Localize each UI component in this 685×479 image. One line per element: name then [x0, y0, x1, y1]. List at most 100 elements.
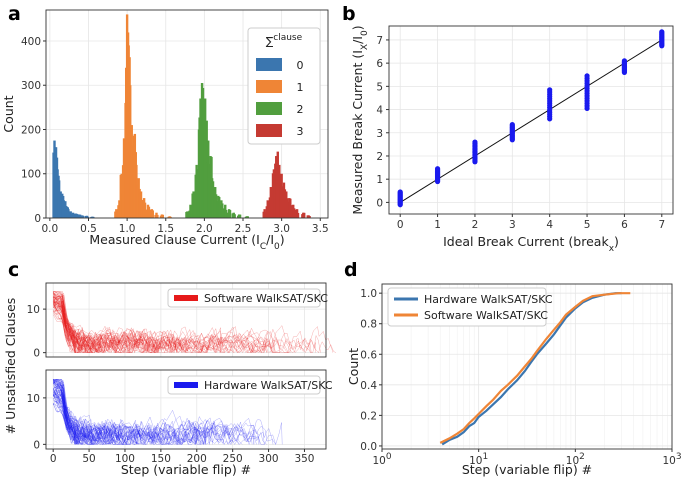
trace-line	[52, 298, 77, 353]
y-tick-label: 0	[33, 348, 40, 360]
trace-line	[53, 291, 80, 353]
trace-line	[53, 296, 101, 353]
label-subscript: C	[260, 242, 266, 252]
x-tick-label: 150	[151, 453, 171, 465]
histogram-bar	[270, 196, 273, 218]
scatter-point	[509, 122, 515, 128]
trace-line	[53, 304, 186, 354]
x-axis-label: Ideal Break Current (breakx)	[443, 234, 619, 254]
y-tick-label: 7	[376, 35, 383, 47]
x-tick-label: 0	[50, 453, 57, 465]
histogram-bar	[296, 212, 300, 218]
trace-line	[53, 302, 312, 353]
y-axis-label: # Unsatisfied Clauses	[3, 298, 18, 435]
histogram-bar	[286, 198, 289, 218]
trace-line	[52, 299, 97, 354]
x-axis-label: Measured Clause Current (IC/I0)	[89, 232, 284, 252]
histogram-bar	[303, 212, 306, 218]
scatter-point	[547, 87, 553, 93]
x-axis-label: Step (variable flip) #	[121, 462, 251, 477]
histogram-bar	[214, 194, 218, 218]
x-tick-label: 5	[584, 219, 591, 231]
trace-line	[53, 389, 76, 445]
trace-line	[53, 303, 276, 354]
label-part: )	[350, 25, 365, 30]
y-tick-label: 300	[21, 80, 41, 92]
legend-label: Software WalkSAT/SKC	[424, 309, 548, 322]
trace-line	[52, 379, 124, 446]
trace-line	[52, 314, 82, 353]
x-tick-label: 1.5	[157, 223, 174, 235]
trace-line	[53, 300, 274, 354]
trace-line	[53, 397, 213, 445]
label-subscript: 2	[579, 452, 585, 462]
x-tick-label: 50	[82, 453, 95, 465]
histogram-bar	[228, 210, 232, 218]
trace-line	[53, 305, 261, 354]
trace-line	[53, 381, 107, 445]
trace-line	[53, 378, 89, 445]
histogram-bar	[264, 212, 267, 218]
y-tick-label: 0.2	[360, 410, 377, 422]
trace-line	[53, 395, 140, 445]
x-tick-label: 102	[566, 452, 585, 467]
trace-line	[52, 302, 79, 353]
trace-line	[52, 295, 80, 353]
trace-line	[53, 291, 321, 354]
label-part: /I	[350, 36, 365, 44]
trace-line	[53, 392, 82, 445]
trace-line	[53, 379, 207, 446]
trace-line	[53, 295, 188, 353]
scatter-point	[621, 58, 628, 64]
trace-line	[52, 309, 106, 353]
x-tick-label: 1	[434, 219, 441, 231]
trace-line	[53, 380, 104, 445]
x-axis-label: Step (variable flip) #	[462, 462, 592, 477]
trace-line	[53, 296, 311, 354]
y-tick-label: 0	[33, 439, 40, 451]
x-tick-label: 0	[397, 219, 404, 231]
trace-line	[53, 384, 95, 445]
trace-line	[53, 403, 114, 445]
trace-line	[52, 394, 76, 445]
trace-line	[53, 403, 283, 445]
trace-line	[53, 400, 276, 445]
scatter-point	[472, 139, 478, 145]
trace-line	[53, 300, 76, 353]
legend-swatch	[174, 382, 198, 388]
histogram-bar	[292, 208, 296, 218]
x-tick-label: 7	[658, 219, 665, 231]
x-tick-label: 2.5	[235, 223, 252, 235]
trace-line	[52, 394, 139, 445]
trace-line	[52, 392, 92, 445]
trace-line	[53, 388, 106, 445]
scatter-point	[659, 29, 665, 35]
legend-box	[167, 288, 321, 308]
histogram-bar	[116, 212, 119, 218]
trace-line	[52, 384, 88, 446]
trace-line	[53, 382, 76, 445]
y-tick-label: 4	[376, 105, 383, 117]
trace-line	[52, 388, 93, 445]
trace-line	[53, 310, 75, 353]
histogram-bar	[289, 198, 292, 218]
label-subscript: x	[609, 244, 615, 254]
trace-line	[52, 291, 81, 353]
x-tick-label: 3	[509, 219, 516, 231]
trace-line	[52, 381, 78, 445]
trace-line	[53, 291, 149, 353]
x-tick-label: 1.0	[119, 223, 136, 235]
trace-line	[53, 291, 155, 354]
histogram-bar	[218, 196, 221, 218]
y-axis-label: Count	[346, 348, 361, 385]
label-part: /I	[266, 232, 274, 247]
legend-swatch	[174, 295, 198, 301]
trace-line	[52, 387, 210, 445]
legend-label: Software WalkSAT/SKC	[204, 292, 328, 305]
x-tick-label: 3.5	[312, 223, 329, 235]
x-tick-label: 2	[472, 219, 479, 231]
y-tick-label: 1.0	[360, 288, 377, 300]
histogram-bar	[140, 200, 144, 218]
trace-line	[52, 383, 154, 445]
